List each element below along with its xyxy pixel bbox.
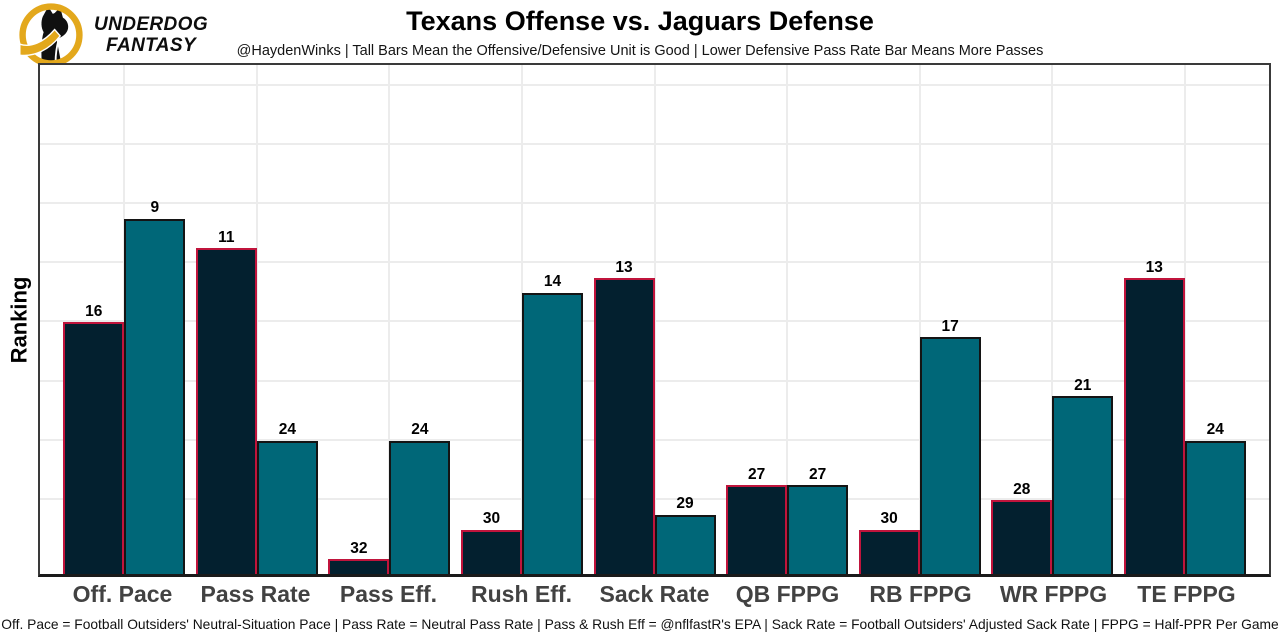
bar-value-label: 27 [747,465,766,483]
bar-column: 30 [858,65,920,574]
defense-bar [1184,440,1246,574]
logo-wordmark: UNDERDOG FANTASY [94,14,208,57]
bar-column: 32 [328,65,390,574]
bar-column: 16 [63,65,125,574]
category-label: Off. Pace [72,581,173,607]
bar-column: 24 [256,65,318,574]
defense-bar [919,337,981,574]
defense-bar [787,485,849,574]
bar-pair: 11 24 [195,65,318,574]
defense-bar [124,218,186,574]
bar-column: 13 [1123,65,1185,574]
bar-value-label: 24 [411,421,429,439]
logo-wordmark-line2: FANTASY [105,35,197,56]
chart-subtitle: @HaydenWinks | Tall Bars Mean the Offens… [236,43,1044,59]
bar-group: 13 24 [1119,65,1252,574]
bar-value-label: 13 [1145,258,1163,276]
bar-value-label: 14 [543,273,562,291]
bar-pair: 32 24 [328,65,451,574]
category-label: Rush Eff. [471,581,572,607]
bar-column: 30 [460,65,522,574]
bar-column: 14 [521,65,583,574]
bar-group: 28 21 [986,65,1119,574]
bar-group: 30 17 [853,65,986,574]
bar-value-label: 11 [218,228,235,246]
bar-column: 24 [1184,65,1246,574]
bar-pair: 13 29 [593,65,716,574]
bar-pair: 27 27 [726,65,849,574]
bar-value-label: 30 [482,510,501,528]
bar-value-label: 24 [1206,421,1224,439]
logo-wordmark-line1: UNDERDOG [94,13,209,35]
bar-value-label: 32 [350,539,368,557]
bar-pair: 28 21 [991,65,1114,574]
x-axis-labels: Off. Pace Pass Rate Pass Eff. Rush Eff. Sack… [38,581,1271,608]
bar-value-label: 27 [808,465,827,483]
offense-bar [858,529,920,574]
bar-pair: 30 14 [460,65,583,574]
offense-bar [991,500,1053,574]
bar-value-label: 9 [150,199,160,217]
bar-column: 29 [654,65,716,574]
category-label: Pass Eff. [339,581,438,607]
offense-bar [726,485,788,574]
bar-value-label: 24 [278,421,296,439]
bar-column: 27 [726,65,788,574]
bar-value-label: 16 [85,302,103,320]
bar-column: 28 [991,65,1053,574]
bar-value-label: 30 [880,510,898,528]
bar-column: 27 [787,65,849,574]
bar-group: 32 24 [323,65,456,574]
offense-bar [460,529,522,574]
offense-bar [593,278,655,574]
offense-bar [195,248,257,574]
bar-group: 16 9 [58,65,191,574]
bar-value-label: 13 [615,258,633,276]
chart-footnote: Off. Pace = Football Outsiders' Neutral-… [1,617,1279,632]
defense-bar [654,514,716,574]
offense-bar [63,322,125,574]
bar-group: 27 27 [721,65,854,574]
page-title: Texans Offense vs. Jaguars Defense [406,6,874,36]
bar-column: 24 [389,65,451,574]
y-axis-label: Ranking [6,276,32,364]
offense-bar [328,559,390,574]
bar-value-label: 28 [1013,480,1031,498]
defense-bar [256,440,318,574]
defense-bar [1052,396,1114,574]
bar-pair: 16 9 [63,65,186,574]
bar-value-label: 21 [1074,376,1092,394]
bar-value-label: 17 [941,317,959,335]
category-label: QB FPPG [735,581,840,607]
category-label: TE FPPG [1137,581,1236,607]
bar-group: 11 24 [191,65,324,574]
bar-column: 17 [919,65,981,574]
chart-header: UNDERDOG FANTASY Texans Offense vs. Jagu… [0,0,1280,67]
bar-group: 30 14 [456,65,589,574]
offense-bar [1123,278,1185,574]
bar-column: 9 [124,65,186,574]
category-label: Pass Rate [200,581,311,607]
category-label: RB FPPG [869,581,972,607]
category-label: WR FPPG [999,581,1108,607]
bar-column: 21 [1052,65,1114,574]
bar-pair: 13 24 [1123,65,1246,574]
bar-column: 11 [195,65,257,574]
defense-bar [389,440,451,574]
bar-value-label: 29 [676,495,694,513]
bar-group: 13 29 [588,65,721,574]
bar-column: 13 [593,65,655,574]
category-label: Sack Rate [599,581,710,607]
bar-pair: 30 17 [858,65,981,574]
defense-bar [521,292,583,574]
plot-area: 16 9 11 24 32 24 30 14 13 29 27 27 30 17 28 21 13 24 [38,63,1271,577]
